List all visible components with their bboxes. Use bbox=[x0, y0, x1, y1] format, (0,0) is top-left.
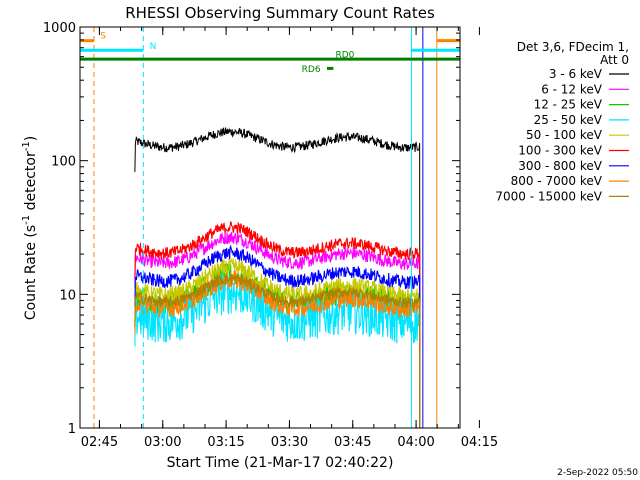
ticks-layer: 02:45 03:00 03:15 03:30 03:45 04:00 04:15 1 10 10… bbox=[43, 21, 498, 450]
flag-label-rd6: RD6 bbox=[302, 65, 321, 75]
legend-header-line2: Att 0 bbox=[600, 53, 629, 67]
timestamp: 2-Sep-2022 05:50 bbox=[557, 468, 638, 478]
y-tick-label: 1000 bbox=[43, 21, 76, 36]
series-line-100-300-kev bbox=[134, 221, 421, 429]
legend-label-50-100-kev: 50 - 100 keV bbox=[526, 128, 603, 142]
flag-label-rd0: RD0 bbox=[335, 51, 354, 61]
series-line-6-12-kev bbox=[134, 231, 421, 429]
x-axis-label: Start Time (21-Mar-17 02:40:22) bbox=[167, 455, 394, 471]
plot-frame bbox=[79, 26, 461, 429]
flag-bars-layer: S N RD0 RD6 bbox=[80, 32, 460, 75]
x-tick-label: 02:45 bbox=[81, 435, 118, 450]
flag-label-n: N bbox=[150, 42, 157, 52]
legend-label-25-50-kev: 25 - 50 keV bbox=[534, 113, 603, 127]
series-line-25-50-kev bbox=[134, 270, 421, 429]
legend-label-800-7000-kev: 800 - 7000 keV bbox=[511, 174, 603, 188]
y-tick-label: 10 bbox=[59, 288, 76, 303]
y-tick-label: 100 bbox=[51, 155, 76, 170]
x-tick-label: 03:15 bbox=[207, 435, 244, 450]
x-tick-label: 04:15 bbox=[461, 435, 498, 450]
x-tick-label: 03:45 bbox=[334, 435, 371, 450]
x-tick-label: 04:00 bbox=[397, 435, 434, 450]
series-line-7000-15000-kev bbox=[134, 272, 421, 429]
series-layer bbox=[134, 127, 421, 429]
x-tick-label: 03:30 bbox=[271, 435, 308, 450]
legend-label-300-800-kev: 300 - 800 keV bbox=[518, 159, 602, 173]
legend-label-100-300-kev: 100 - 300 keV bbox=[518, 144, 602, 158]
legend-header-line1: Det 3,6, FDecim 1, bbox=[517, 40, 629, 54]
legend-label-12-25-kev: 12 - 25 keV bbox=[534, 98, 603, 112]
chart-title: RHESSI Observing Summary Count Rates bbox=[125, 4, 435, 22]
x-tick-label: 03:00 bbox=[144, 435, 181, 450]
series-line-3-6-kev bbox=[134, 127, 421, 429]
flag-label-s: S bbox=[100, 32, 106, 42]
series-line-300-800-kev bbox=[134, 244, 421, 429]
legend-label-3-6-kev: 3 - 6 keV bbox=[549, 67, 603, 81]
vertical-lines-layer bbox=[79, 27, 461, 428]
legend-label-6-12-kev: 6 - 12 keV bbox=[541, 82, 603, 96]
y-tick-label: 1 bbox=[68, 422, 76, 437]
legend-label-7000-15000-kev: 7000 - 15000 keV bbox=[495, 189, 602, 203]
y-axis-label: Count Rate (s-1 detector-1) bbox=[21, 136, 39, 320]
